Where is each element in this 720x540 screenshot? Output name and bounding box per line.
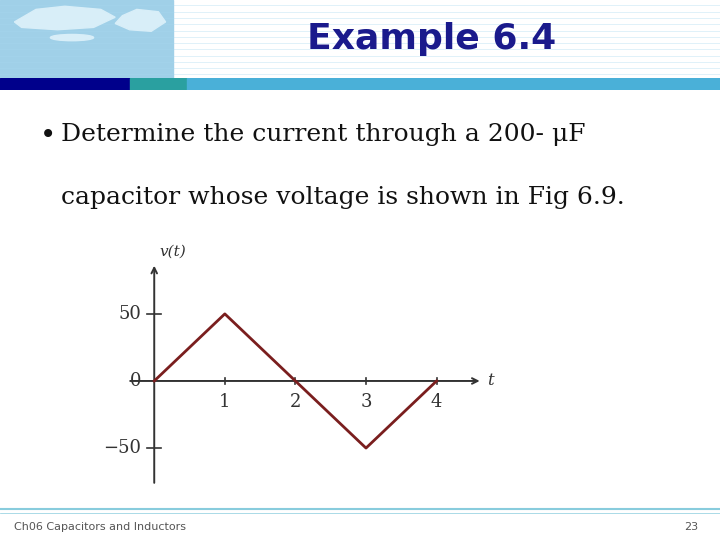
- Text: 1: 1: [219, 393, 230, 411]
- Text: 4: 4: [431, 393, 442, 411]
- Polygon shape: [115, 9, 166, 31]
- Text: 3: 3: [360, 393, 372, 411]
- Text: v(t): v(t): [160, 245, 186, 259]
- Bar: [0, 78, 130, 90]
- Text: 23: 23: [684, 522, 698, 532]
- Text: Example 6.4: Example 6.4: [307, 22, 557, 56]
- Polygon shape: [14, 6, 115, 30]
- Bar: [187, 78, 720, 90]
- Text: Determine the current through a 200- μF: Determine the current through a 200- μF: [61, 123, 585, 146]
- Text: 0: 0: [130, 372, 142, 390]
- Text: 50: 50: [119, 305, 142, 323]
- Bar: [130, 78, 187, 90]
- Bar: [0, 0, 173, 78]
- Text: capacitor whose voltage is shown in Fig 6.9.: capacitor whose voltage is shown in Fig …: [61, 186, 625, 208]
- Text: −50: −50: [104, 439, 142, 457]
- Text: t: t: [487, 373, 494, 389]
- Text: •: •: [40, 123, 56, 150]
- Text: Ch06 Capacitors and Inductors: Ch06 Capacitors and Inductors: [14, 522, 186, 532]
- Text: 2: 2: [289, 393, 301, 411]
- Ellipse shape: [50, 35, 94, 40]
